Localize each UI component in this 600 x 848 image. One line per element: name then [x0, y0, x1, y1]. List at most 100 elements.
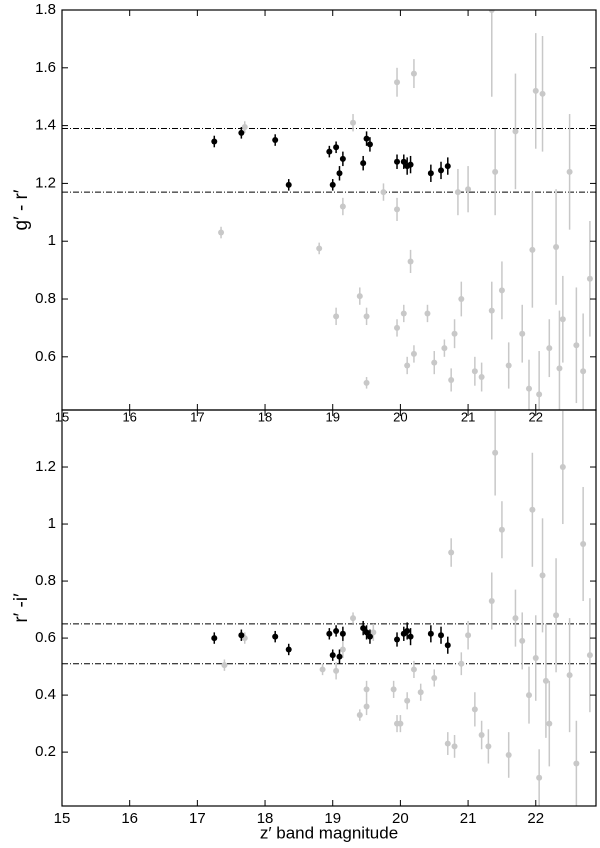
point	[363, 313, 370, 320]
x-tick-label: 21	[460, 810, 477, 827]
point	[532, 655, 539, 662]
point	[326, 630, 333, 637]
point	[438, 167, 445, 174]
y-tick-label: 1.6	[35, 59, 56, 76]
y-tick-label: 1.8	[35, 1, 56, 18]
point	[218, 229, 225, 236]
point	[410, 70, 417, 77]
point	[350, 615, 357, 622]
point	[400, 310, 407, 317]
point	[404, 362, 411, 369]
point	[329, 181, 336, 188]
y-tick-label: 0.2	[35, 743, 56, 760]
y-tick-label: 1.4	[35, 117, 56, 134]
point	[336, 170, 343, 177]
point	[485, 743, 492, 750]
y-tick-label: 0.6	[35, 348, 56, 365]
point	[339, 155, 346, 162]
point	[366, 633, 373, 640]
point	[356, 712, 363, 719]
point	[580, 540, 587, 547]
point	[505, 362, 512, 369]
point	[542, 677, 549, 684]
point	[363, 379, 370, 386]
y-axis-label: g′ - r′	[11, 189, 32, 230]
point	[394, 206, 401, 213]
point	[238, 632, 245, 639]
point	[559, 316, 566, 323]
x-tick-label: 20	[392, 810, 409, 827]
x-tick-label: 22	[527, 810, 544, 827]
point	[553, 612, 560, 619]
point	[556, 365, 563, 372]
point	[329, 652, 336, 659]
x-tick-label: 19	[324, 810, 341, 827]
point	[333, 667, 340, 674]
point	[559, 464, 566, 471]
point	[394, 158, 401, 165]
point	[333, 144, 340, 151]
point	[410, 350, 417, 357]
point	[410, 666, 417, 673]
x-tick-label: 18	[257, 810, 274, 827]
point	[360, 625, 367, 632]
point	[431, 359, 438, 366]
point	[407, 258, 414, 265]
plot-area	[62, 10, 596, 410]
point	[448, 376, 455, 383]
point	[465, 186, 472, 193]
x-tick-label: 19	[325, 409, 339, 424]
point	[451, 330, 458, 337]
point	[366, 141, 373, 148]
point	[454, 189, 461, 196]
point	[363, 629, 370, 636]
point	[448, 549, 455, 556]
point	[241, 124, 248, 131]
point	[427, 630, 434, 637]
point	[546, 345, 553, 352]
point	[553, 243, 560, 250]
point	[285, 646, 292, 653]
point	[316, 245, 323, 252]
point	[512, 615, 519, 622]
point	[407, 633, 414, 640]
point	[505, 751, 512, 758]
point	[573, 342, 580, 349]
point	[285, 181, 292, 188]
point	[529, 246, 536, 253]
point	[525, 692, 532, 699]
point	[458, 296, 465, 303]
point	[438, 632, 445, 639]
x-axis-label: z′ band magnitude	[260, 823, 398, 842]
point	[427, 170, 434, 177]
point	[539, 572, 546, 579]
x-tick-label: 18	[258, 409, 272, 424]
point	[488, 598, 495, 605]
point	[339, 630, 346, 637]
point	[498, 287, 505, 294]
point	[586, 275, 593, 282]
y-tick-label: 1	[48, 232, 56, 249]
point	[586, 652, 593, 659]
point	[478, 732, 485, 739]
point	[566, 168, 573, 175]
point	[272, 137, 279, 144]
y-tick-label: 0.8	[35, 572, 56, 589]
y-tick-label: 0.6	[35, 629, 56, 646]
point	[360, 160, 367, 167]
x-tick-label: 21	[461, 409, 475, 424]
point	[546, 720, 553, 727]
x-tick-label: 17	[190, 409, 204, 424]
x-tick-label: 20	[393, 409, 407, 424]
point	[350, 119, 357, 126]
y-axis-label: r′ -i′	[11, 593, 32, 623]
plot-area	[62, 410, 596, 806]
point	[536, 774, 543, 781]
point	[339, 203, 346, 210]
point	[394, 324, 401, 331]
point	[573, 760, 580, 767]
point	[471, 706, 478, 713]
x-tick-label: 17	[189, 810, 206, 827]
x-tick-label: 22	[529, 409, 543, 424]
